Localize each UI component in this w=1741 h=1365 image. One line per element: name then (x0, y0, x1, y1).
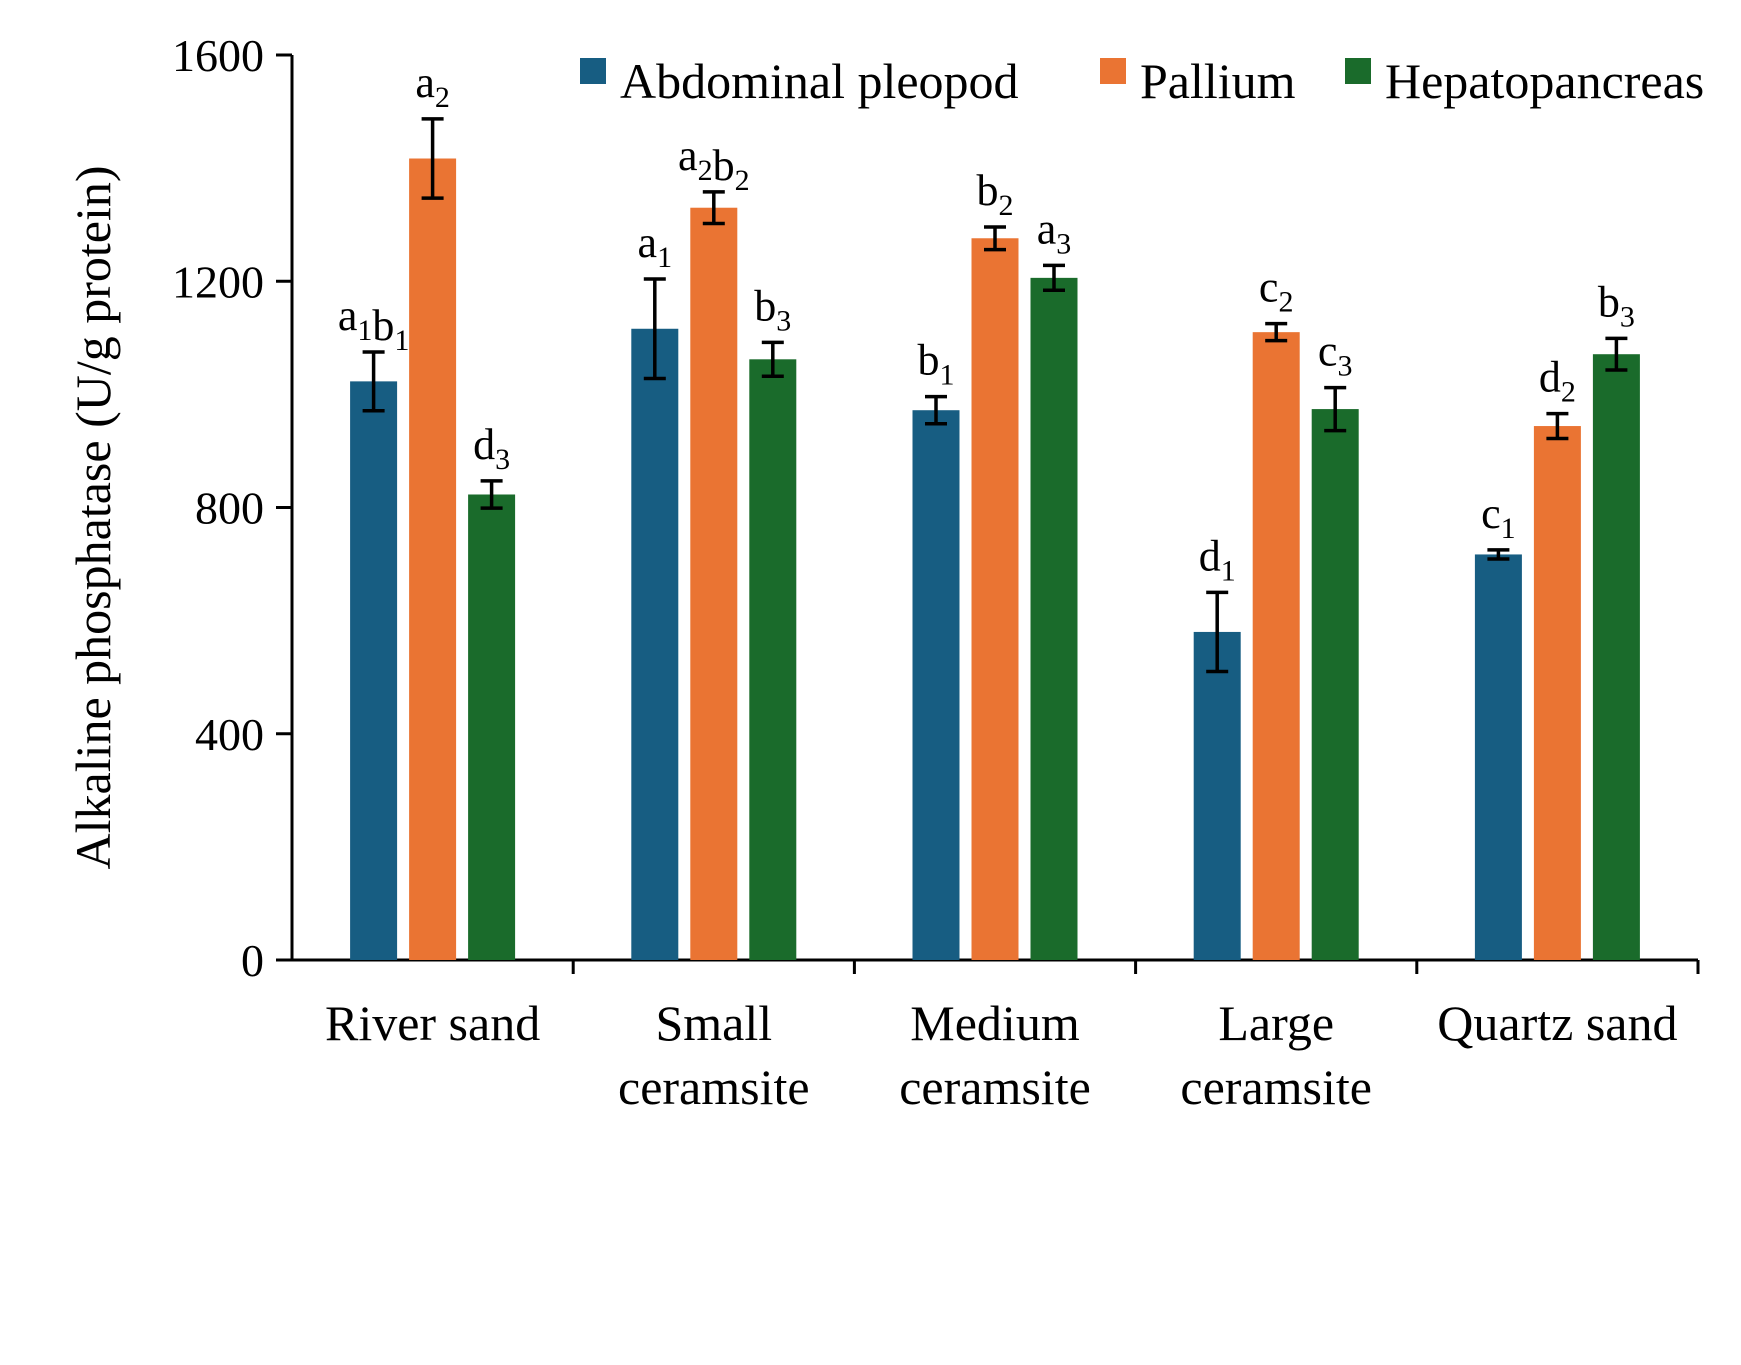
significance-subscript: 2 (735, 164, 750, 197)
significance-label: b3 (754, 281, 791, 337)
legend-label: Hepatopancreas (1385, 53, 1704, 109)
significance-letter: a (415, 58, 435, 107)
legend-label: Pallium (1140, 53, 1296, 109)
bar (749, 359, 797, 960)
significance-subscript: 1 (394, 324, 409, 357)
x-tick-label-line: Small (655, 995, 772, 1051)
significance-letter: b (918, 336, 940, 385)
bar (1474, 554, 1522, 960)
significance-subscript: 3 (495, 443, 510, 476)
significance-label: a2b2 (678, 131, 750, 197)
significance-letter: d (1199, 531, 1221, 580)
significance-letter: b (1598, 277, 1620, 326)
x-tick-label-line: River sand (325, 995, 540, 1051)
significance-subscript: 1 (357, 314, 372, 347)
significance-label: c3 (1318, 327, 1353, 383)
x-tick-label-line: Large (1218, 995, 1334, 1051)
y-tick-label: 400 (195, 709, 264, 760)
significance-letter: c (1318, 327, 1338, 376)
significance-letter: a (1037, 204, 1057, 253)
significance-subscript: 3 (776, 304, 791, 337)
significance-label: d1 (1199, 531, 1236, 587)
bar (690, 207, 738, 960)
bar (409, 158, 457, 960)
significance-label: d2 (1539, 353, 1576, 409)
significance-label: c2 (1259, 263, 1294, 319)
significance-letter: d (1539, 353, 1561, 402)
significance-subscript: 2 (1561, 376, 1576, 409)
legend-swatch (1100, 58, 1126, 84)
y-tick-label: 1600 (172, 30, 264, 81)
bar (631, 328, 679, 960)
bar (1193, 631, 1241, 960)
bar (350, 381, 398, 961)
significance-letter: c (1259, 263, 1279, 312)
legend-swatch (580, 58, 606, 84)
significance-label: c1 (1481, 489, 1516, 545)
significance-subscript: 2 (435, 81, 450, 114)
bar (1030, 277, 1078, 960)
bar (1533, 426, 1581, 960)
significance-label: d3 (473, 420, 510, 476)
x-tick-label-line: ceramsite (618, 1059, 810, 1115)
y-tick-label: 800 (195, 483, 264, 534)
significance-label: a3 (1037, 204, 1072, 260)
x-tick-label: Quartz sand (1437, 995, 1677, 1051)
bar (1252, 332, 1300, 960)
significance-subscript: 2 (999, 189, 1014, 222)
significance-letter: b (977, 166, 999, 215)
x-tick-label: Large ceramsite (1180, 995, 1372, 1115)
significance-letter: c (1481, 489, 1501, 538)
significance-label: a1b1 (338, 291, 410, 357)
significance-letter: b (713, 141, 735, 190)
bar (1311, 409, 1359, 960)
bar (971, 238, 1019, 960)
significance-subscript: 1 (940, 359, 955, 392)
significance-label: b1 (918, 336, 955, 392)
significance-letter: b (372, 301, 394, 350)
significance-label: b3 (1598, 277, 1635, 333)
significance-subscript: 3 (1620, 300, 1635, 333)
y-tick-label: 0 (241, 935, 264, 986)
significance-subscript: 1 (1221, 554, 1236, 587)
y-tick-label: 1200 (172, 256, 264, 307)
significance-label: b2 (977, 166, 1014, 222)
x-tick-label: Medium ceramsite (899, 995, 1091, 1115)
significance-subscript: 3 (1056, 227, 1071, 260)
y-axis-label: Alkaline phosphatase (U/g protein) (65, 166, 121, 870)
legend-swatch (1345, 58, 1371, 84)
significance-label: a2 (415, 58, 450, 114)
significance-subscript: 3 (1337, 350, 1352, 383)
significance-subscript: 2 (1278, 286, 1293, 319)
significance-letter: a (638, 218, 658, 267)
significance-label: a1 (638, 218, 673, 274)
legend-label: Abdominal pleopod (620, 53, 1019, 109)
significance-subscript: 2 (698, 154, 713, 187)
bar (1592, 354, 1640, 960)
x-tick-label-line: ceramsite (899, 1059, 1091, 1115)
x-tick-label: River sand (325, 995, 540, 1051)
significance-subscript: 1 (657, 241, 672, 274)
x-tick-label-line: ceramsite (1180, 1059, 1372, 1115)
significance-subscript: 1 (1501, 512, 1516, 545)
bar (468, 494, 516, 960)
significance-letter: b (754, 281, 776, 330)
bar (912, 410, 960, 960)
x-tick-label: Small ceramsite (618, 995, 810, 1115)
x-tick-label-line: Quartz sand (1437, 995, 1677, 1051)
significance-letter: a (678, 131, 698, 180)
x-tick-label-line: Medium (910, 995, 1080, 1051)
significance-letter: a (338, 291, 358, 340)
significance-letter: d (473, 420, 495, 469)
